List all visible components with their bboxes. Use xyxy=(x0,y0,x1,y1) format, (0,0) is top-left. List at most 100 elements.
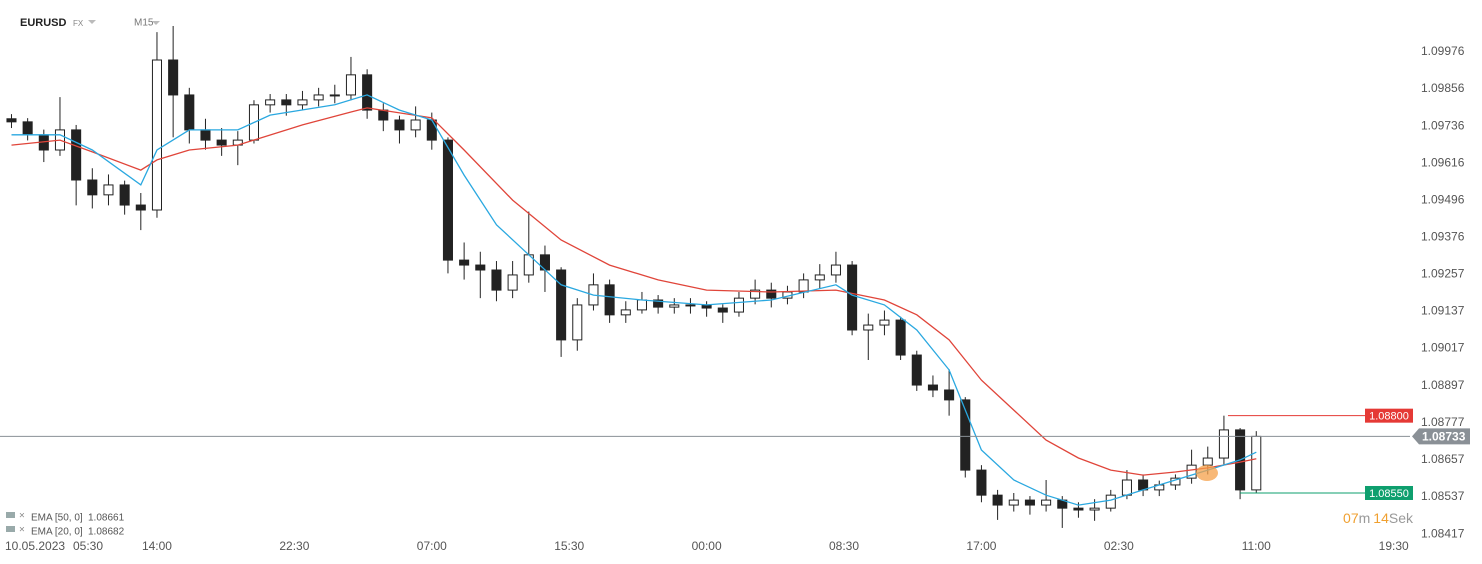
price-label: 1.08800 xyxy=(1369,411,1409,423)
dropdown-icon[interactable] xyxy=(152,21,160,25)
candle-body xyxy=(717,307,728,313)
legend-icon[interactable] xyxy=(6,512,15,518)
candle-body xyxy=(798,279,809,293)
candle-body xyxy=(71,129,82,181)
candle-body xyxy=(151,59,162,211)
y-tick-label: 1.09616 xyxy=(1421,155,1465,169)
timer: 07m 14Sek xyxy=(1343,510,1414,526)
candle-body xyxy=(847,264,858,331)
candle-body xyxy=(184,94,195,131)
candle-body xyxy=(216,139,227,146)
candle-body xyxy=(119,184,130,206)
candle-body xyxy=(669,304,680,308)
candle-body xyxy=(895,319,906,356)
candle-body xyxy=(459,259,470,266)
candle-body xyxy=(507,274,518,291)
legend-value: 1.08682 xyxy=(88,527,125,538)
candle-body xyxy=(1202,457,1213,466)
y-tick-label: 1.08417 xyxy=(1421,526,1465,540)
candle-body xyxy=(87,179,98,196)
candle-body xyxy=(410,119,421,131)
candle-body xyxy=(22,121,33,136)
candle-body xyxy=(1041,499,1052,506)
date-label: 10.05.2023 xyxy=(5,539,65,553)
candle-body xyxy=(653,299,664,308)
y-tick-label: 1.09736 xyxy=(1421,118,1465,132)
y-tick-label: 1.08657 xyxy=(1421,452,1465,466)
x-tick-label: 00:00 xyxy=(692,539,722,553)
x-tick-label: 05:30 xyxy=(73,539,103,553)
candle-body xyxy=(200,129,211,141)
timeframe[interactable]: M15 xyxy=(134,18,154,29)
x-tick-label: 14:00 xyxy=(142,539,172,553)
y-tick-label: 1.08897 xyxy=(1421,378,1465,392)
candle-body xyxy=(135,204,146,211)
candle-body xyxy=(620,309,631,316)
candle-body xyxy=(814,274,825,281)
candle-body xyxy=(329,94,340,97)
dropdown-icon[interactable] xyxy=(88,20,96,24)
legend-close[interactable]: × xyxy=(19,511,25,522)
y-tick-label: 1.08537 xyxy=(1421,489,1465,503)
candle-body xyxy=(976,469,987,496)
candle-body xyxy=(636,299,647,311)
y-tick-label: 1.09376 xyxy=(1421,230,1465,244)
price-tag xyxy=(1365,485,1413,500)
y-tick-label: 1.09976 xyxy=(1421,44,1465,58)
candle-body xyxy=(297,99,308,106)
candle-body xyxy=(911,354,922,386)
timer-seconds: 14 xyxy=(1373,510,1389,526)
candle-body xyxy=(265,99,276,106)
legend-close[interactable]: × xyxy=(19,525,25,536)
current-price-tag xyxy=(1412,428,1470,445)
candle-body xyxy=(491,269,502,291)
candle-body xyxy=(168,59,179,96)
x-tick-label: 11:00 xyxy=(1242,539,1271,553)
timer-unit: Sek xyxy=(1389,510,1414,526)
candle-body xyxy=(685,304,696,307)
candle-body xyxy=(378,109,389,121)
candle-body xyxy=(944,389,955,401)
candle-body xyxy=(1186,464,1197,479)
x-tick-label: 15:30 xyxy=(554,539,584,553)
legend: × EMA [50, 0] 1.08661 × EMA [20, 0] 1.08… xyxy=(6,511,125,538)
candle-body xyxy=(442,139,453,261)
candle-body xyxy=(6,118,17,123)
candle-body xyxy=(604,284,615,316)
legend-value: 1.08661 xyxy=(88,513,125,524)
y-tick-label: 1.09496 xyxy=(1421,193,1465,207)
y-tick-label: 1.08777 xyxy=(1421,415,1465,429)
x-tick-label: 17:00 xyxy=(966,539,996,553)
candle-body xyxy=(733,297,744,313)
candle-body xyxy=(313,94,324,101)
candle-body xyxy=(1105,494,1116,509)
price-tag xyxy=(1365,408,1413,423)
candle-body xyxy=(103,184,114,196)
x-tick-label: 07:00 xyxy=(417,539,447,553)
current-price-label: 1.08733 xyxy=(1422,430,1466,444)
candle-body xyxy=(1251,435,1262,491)
candle-body xyxy=(766,289,777,299)
candle-body xyxy=(1073,507,1084,511)
x-tick-label: 02:30 xyxy=(1104,539,1134,553)
legend-icon[interactable] xyxy=(6,526,15,532)
candle-body xyxy=(750,289,761,299)
candle-body xyxy=(1121,479,1132,496)
legend-name: EMA [50, 0] xyxy=(31,513,83,524)
candle-body xyxy=(960,399,971,471)
candle-body xyxy=(394,119,405,131)
candle-body xyxy=(1008,499,1019,506)
timer-minutes: 07 xyxy=(1343,510,1359,526)
price-label: 1.08550 xyxy=(1369,488,1409,500)
candle-body xyxy=(1218,429,1229,459)
candle-body xyxy=(572,304,583,341)
candle-body xyxy=(1089,507,1100,511)
candle-body xyxy=(345,74,356,96)
cross-marker xyxy=(1196,465,1218,481)
x-tick-label: 19:30 xyxy=(1379,539,1409,553)
x-tick-label: 08:30 xyxy=(829,539,859,553)
candle-body xyxy=(362,74,373,111)
candle-body xyxy=(927,384,938,391)
timer-unit: m xyxy=(1359,510,1371,526)
symbol: EURUSD xyxy=(20,17,67,29)
